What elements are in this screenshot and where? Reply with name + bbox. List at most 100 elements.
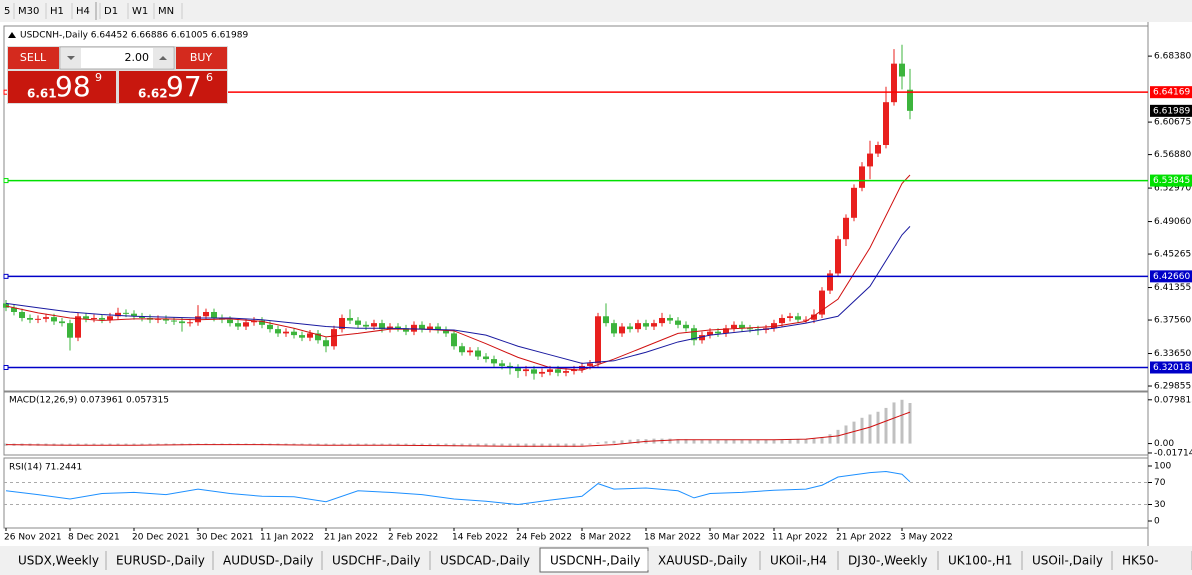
sell-price-box[interactable] [8, 71, 116, 103]
candle-body [443, 329, 449, 334]
x-tick-label: 21 Apr 2022 [836, 533, 892, 543]
candle-body [163, 318, 169, 321]
candle-body [307, 333, 313, 338]
candle-body [859, 166, 865, 188]
timeframe-button[interactable]: D1 [104, 6, 118, 17]
timeframe-button[interactable]: H4 [76, 6, 90, 17]
macd-bar [820, 436, 824, 444]
macd-bar [516, 443, 520, 447]
symbol-tab[interactable]: USDCNH-,Daily [550, 554, 641, 568]
candle-body [83, 316, 89, 319]
macd-bar [76, 443, 80, 446]
volume-value[interactable]: 2.00 [125, 51, 150, 64]
macd-bar [732, 439, 736, 444]
sell-button[interactable] [8, 47, 59, 69]
macd-bar [484, 443, 488, 447]
x-tick-label: 30 Dec 2021 [196, 533, 254, 543]
macd-bar [68, 443, 72, 446]
collapse-arrow[interactable] [8, 32, 16, 38]
macd-bar [196, 443, 200, 445]
plot-layer: 5 M30 H1 H4 D1 W1 MN 6.68380 6.60675 6.56880 6.529… [3, 2, 1192, 573]
candle-body [555, 369, 561, 373]
timeframe-button[interactable]: MN [158, 6, 174, 17]
candle-body [355, 320, 361, 325]
candle-body [795, 316, 801, 320]
level-handle[interactable] [3, 273, 9, 279]
volume-box[interactable] [59, 46, 175, 70]
macd-bar [860, 417, 864, 444]
candle-body [203, 311, 209, 317]
chart-title: USDCNH-,Daily 6.64452 6.66886 6.61005 6.… [20, 31, 248, 41]
candle-body [67, 323, 73, 338]
candle-body [211, 311, 217, 318]
macd-bar [236, 443, 240, 445]
symbol-tab[interactable]: DJ30-,Weekly [848, 554, 928, 568]
candle-body [371, 323, 377, 327]
current-price-label: 6.61989 [1153, 106, 1190, 116]
timeframe-button[interactable]: 5 [4, 6, 10, 17]
candle-body [227, 319, 233, 324]
current-price-tag [1150, 104, 1192, 117]
candle-body [379, 323, 385, 330]
symbol-tab[interactable]: USDX,Weekly [18, 554, 99, 568]
timeframe-button[interactable]: H1 [50, 6, 64, 17]
x-tick-label: 30 Mar 2022 [708, 533, 765, 543]
macd-bar [124, 443, 128, 446]
macd-bar [100, 443, 104, 446]
candle-body [251, 320, 257, 323]
x-tick-label: 26 Nov 2021 [4, 533, 62, 543]
symbol-tab[interactable]: EURUSD-,Daily [116, 554, 205, 568]
sell-label[interactable]: SELL [20, 51, 47, 64]
sell-price-big: 6.61 [27, 87, 57, 101]
macd-bar [564, 443, 568, 447]
symbol-tab[interactable]: AUDUSD-,Daily [223, 554, 313, 568]
symbol-tab[interactable]: USDCAD-,Daily [440, 554, 530, 568]
candle-body [619, 326, 625, 334]
candle-body [331, 329, 337, 347]
candle-body [843, 217, 849, 240]
candle-body [235, 323, 241, 327]
y-tick-label: 6.33650 [1154, 349, 1191, 359]
level-tag [1150, 361, 1192, 374]
y-tick-label: 0 [1154, 517, 1160, 527]
timeframe-button[interactable]: M30 [18, 6, 39, 17]
candle-body [27, 317, 33, 320]
macd-bar [556, 443, 560, 447]
buy-label[interactable]: BUY [190, 51, 213, 64]
macd-bar [500, 443, 504, 447]
chart-background [0, 22, 1192, 546]
buy-price-box[interactable] [119, 71, 227, 103]
macd-bar [876, 411, 880, 444]
macd-bar [812, 438, 816, 444]
level-handle[interactable] [3, 364, 9, 370]
candle-body [43, 317, 49, 319]
macd-bar [252, 443, 256, 445]
candle-body [451, 333, 457, 347]
candle-body [819, 290, 825, 315]
macd-bar [604, 441, 608, 444]
symbol-tab[interactable]: UK100-,H1 [948, 554, 1012, 568]
y-tick-label: -0.017144 [1154, 448, 1192, 458]
symbol-tab[interactable]: HK50- [1122, 554, 1159, 568]
candle-body [323, 340, 329, 347]
symbol-tab[interactable]: UKOil-,H4 [770, 554, 827, 568]
buy-button[interactable] [176, 47, 227, 69]
candle-body [723, 328, 729, 334]
macd-bar [116, 443, 120, 446]
symbol-tab[interactable]: USDCHF-,Daily [332, 554, 420, 568]
level-handle[interactable] [3, 178, 9, 184]
macd-bar [444, 443, 448, 446]
candle-body [363, 324, 369, 327]
symbol-tab[interactable]: XAUUSD-,Daily [658, 554, 747, 568]
macd-bar [620, 440, 624, 444]
y-tick-label: 6.29855 [1154, 382, 1191, 392]
macd-bar [92, 443, 96, 446]
timeframe-button[interactable]: W1 [132, 6, 148, 17]
candle-body [139, 316, 145, 318]
candle-body [267, 324, 273, 330]
candle-body [811, 314, 817, 320]
y-tick-label: 100 [1154, 461, 1171, 471]
candle-body [427, 326, 433, 330]
macd-bar [388, 443, 392, 446]
symbol-tab[interactable]: USOil-,Daily [1032, 554, 1103, 568]
